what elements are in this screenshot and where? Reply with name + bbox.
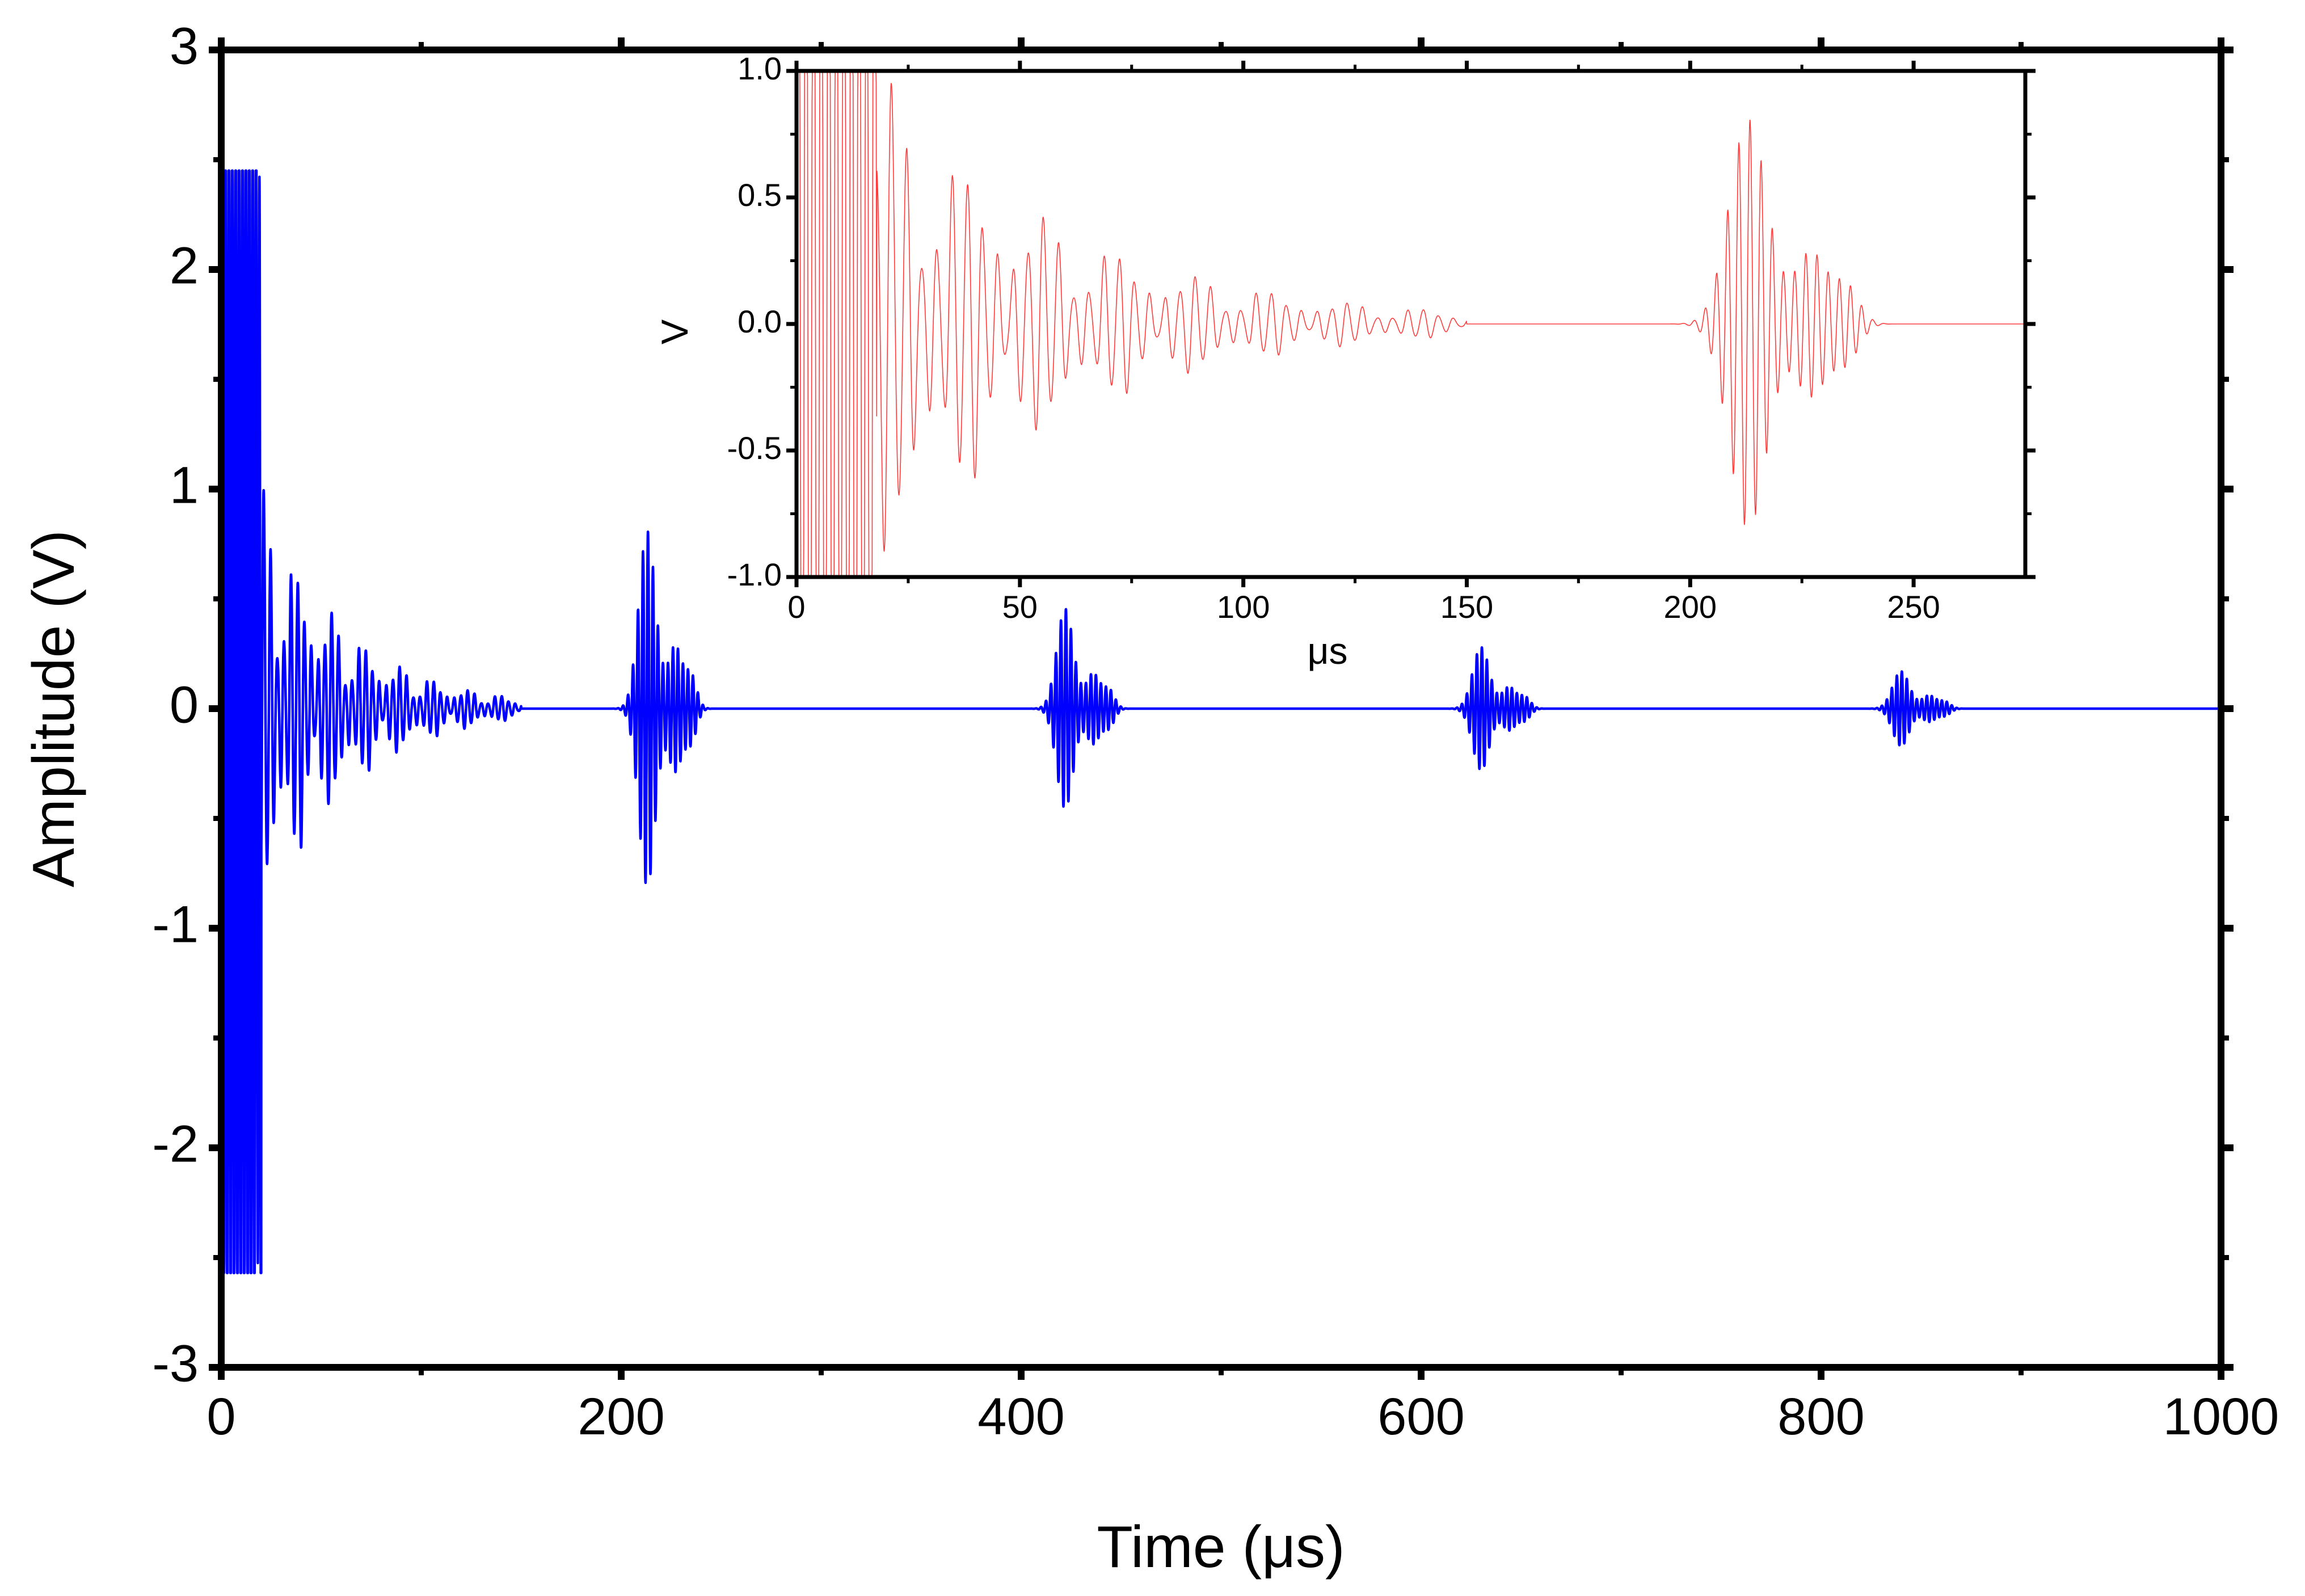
main-y-tick-label: 1	[170, 456, 199, 514]
inset-x-tick-label: 50	[1002, 589, 1038, 625]
inset-chart: 0 50 100 150 200 250 -1.0 -0.5 0.0 0.5 1.0 μs V	[654, 50, 2036, 672]
inset-y-tick-label: 1.0	[738, 50, 782, 86]
inset-series-line-0	[797, 71, 2025, 577]
inset-y-tick-label: 0.0	[738, 304, 782, 339]
main-y-tick-label: 0	[170, 676, 199, 734]
main-y-tick-label: -2	[152, 1115, 199, 1173]
inset-y-tick-label: -0.5	[727, 430, 782, 466]
main-x-tick-label: 600	[1377, 1388, 1465, 1446]
main-x-axis-title: Time (μs)	[1097, 1514, 1345, 1580]
main-y-tick-label: 3	[170, 17, 199, 75]
main-x-tick-label: 1000	[2163, 1388, 2279, 1446]
inset-background	[797, 71, 2025, 577]
inset-y-tick-label: -1.0	[727, 557, 782, 592]
inset-tick-labels: 0 50 100 150 200 250 -1.0 -0.5 0.0 0.5 1.0	[727, 50, 1940, 625]
inset-ticks	[786, 61, 2036, 587]
main-y-tick-label: 2	[170, 237, 199, 294]
inset-x-axis-title: μs	[1307, 630, 1347, 672]
main-y-tick-label: -3	[152, 1334, 199, 1392]
inset-y-axis-title: V	[654, 319, 696, 344]
inset-x-tick-label: 100	[1217, 589, 1270, 625]
main-ticks	[209, 37, 2234, 1380]
main-y-axis-title: Amplitude (V)	[21, 530, 87, 887]
main-x-tick-label: 200	[578, 1388, 665, 1446]
inset-x-tick-label: 0	[787, 589, 805, 625]
inset-x-tick-label: 200	[1664, 589, 1717, 625]
main-x-tick-label: 400	[977, 1388, 1065, 1446]
main-series-group	[221, 169, 2221, 1274]
main-series-line-0	[221, 169, 2221, 1274]
main-x-tick-label: 800	[1777, 1388, 1865, 1446]
main-x-tick-label: 0	[207, 1388, 235, 1446]
inset-series-group	[797, 71, 2025, 577]
inset-y-tick-label: 0.5	[738, 177, 782, 213]
main-y-tick-label: -1	[152, 895, 199, 953]
inset-x-tick-label: 150	[1440, 589, 1493, 625]
inset-x-tick-label: 250	[1887, 589, 1940, 625]
